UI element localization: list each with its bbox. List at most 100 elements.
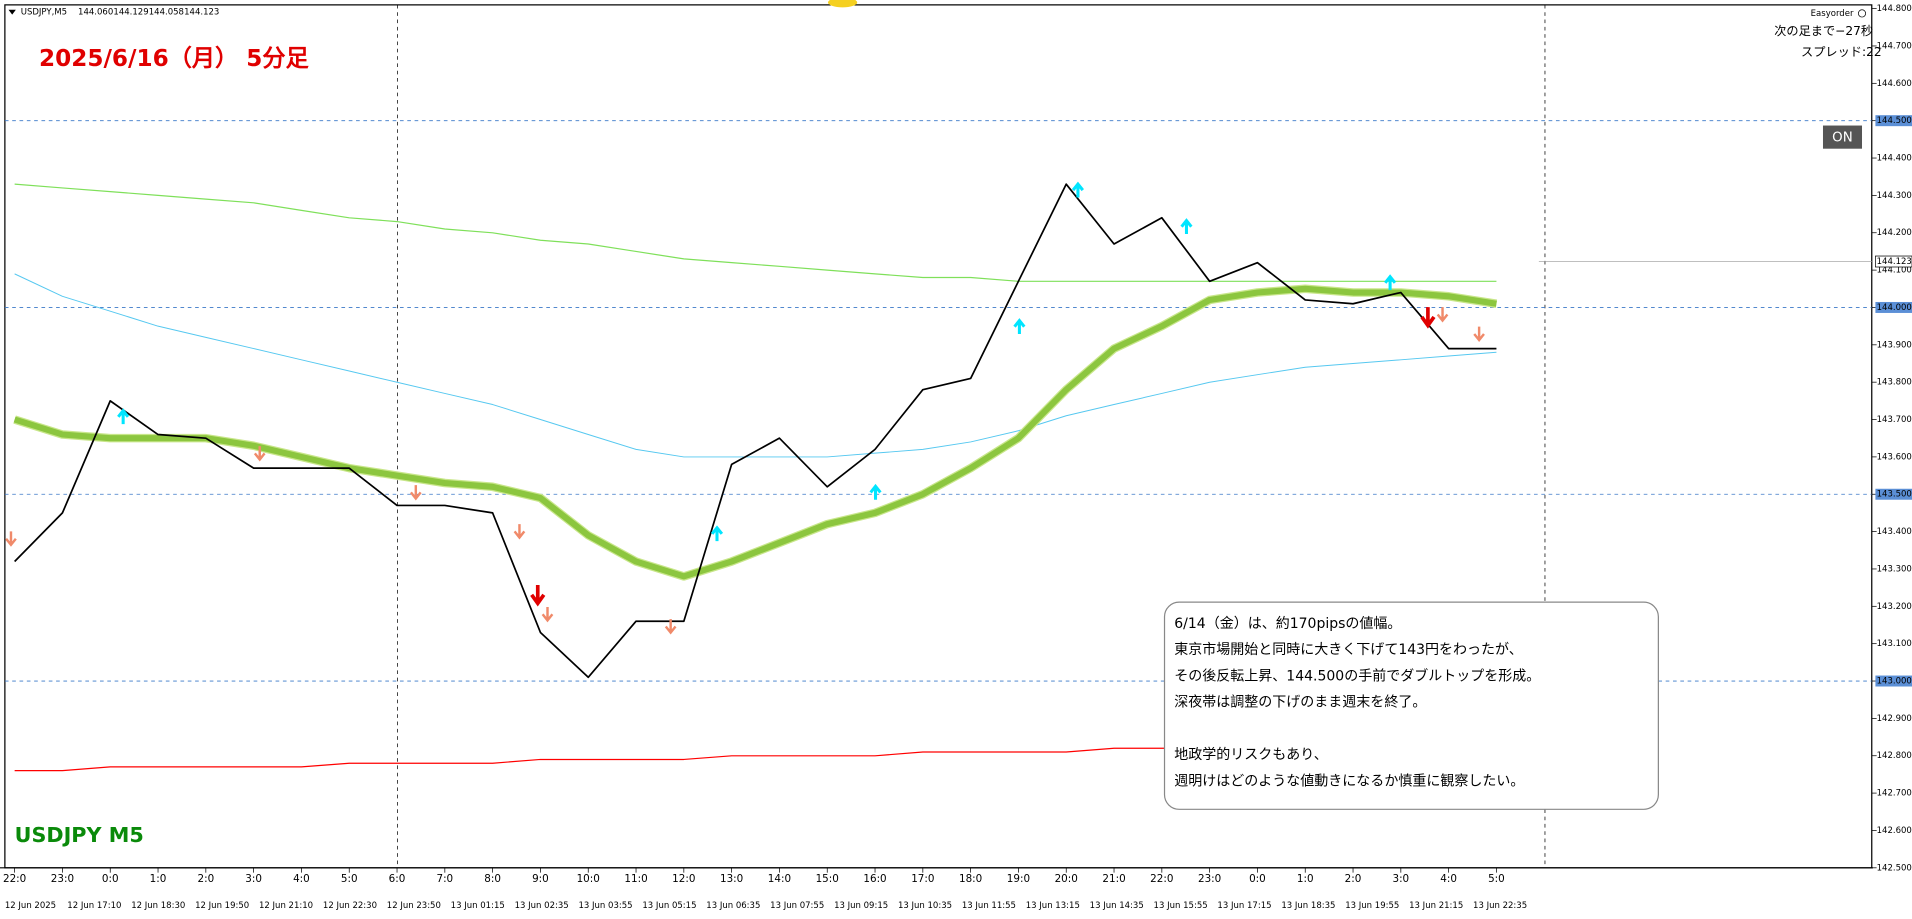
x-tick-label: 16:0 bbox=[863, 873, 886, 885]
x-date-label: 13 Jun 11:55 bbox=[962, 901, 1016, 911]
chart-title: 2025/6/16（月） 5分足 bbox=[39, 45, 310, 72]
x-tick-label: 2:0 bbox=[1345, 873, 1362, 885]
y-tick-highlight bbox=[1875, 115, 1912, 127]
y-tick-label: 143.500 bbox=[1877, 490, 1912, 500]
x-tick-label: 20:0 bbox=[1055, 873, 1078, 885]
y-tick-label: 144.100 bbox=[1877, 266, 1912, 276]
x-tick-label: 4:0 bbox=[293, 873, 310, 885]
buy-arrow bbox=[869, 483, 882, 500]
ohlc-value: 144.058 bbox=[149, 8, 184, 18]
annotation-line: 週明けはどのような値動きになるか慎重に観察したい。 bbox=[1174, 772, 1524, 789]
x-tick-label: 0:0 bbox=[1249, 873, 1266, 885]
x-date-label: 13 Jun 14:35 bbox=[1090, 901, 1144, 911]
x-tick-label: 18:0 bbox=[959, 873, 982, 885]
x-tick-label: 15:0 bbox=[816, 873, 839, 885]
x-tick-label: 4:0 bbox=[1440, 873, 1457, 885]
x-tick-label: 5:0 bbox=[341, 873, 358, 885]
scroll-marker bbox=[827, 0, 858, 8]
x-tick-label: 7:0 bbox=[436, 873, 453, 885]
series-line bbox=[14, 183, 1497, 679]
y-tick-label: 143.000 bbox=[1877, 677, 1912, 687]
x-date-label: 13 Jun 21:15 bbox=[1409, 901, 1463, 911]
y-tick-label: 143.800 bbox=[1877, 378, 1912, 388]
annotation: 6/14（金）は、約170pipsの値幅。東京市場開始と同時に大きく下げて143… bbox=[1174, 616, 1540, 789]
marks bbox=[4, 120, 1873, 772]
on-button-label[interactable]: ON bbox=[1832, 131, 1853, 146]
x-tick-label: 22:0 bbox=[3, 873, 26, 885]
sell-arrow bbox=[1436, 307, 1449, 323]
x-tick-label: 5:0 bbox=[1488, 873, 1505, 885]
x-tick-label: 2:0 bbox=[197, 873, 214, 885]
x-date-label: 13 Jun 03:55 bbox=[578, 901, 632, 911]
menu-arrow[interactable] bbox=[8, 9, 16, 15]
y-tick-label: 143.900 bbox=[1877, 340, 1912, 350]
buy-arrow bbox=[1180, 218, 1193, 235]
x-tick-label: 12:0 bbox=[672, 873, 695, 885]
x-tick-label: 19:0 bbox=[1007, 873, 1030, 885]
annotation-line: 深夜帯は調整の下げのまま週末を終了。 bbox=[1174, 695, 1426, 711]
x-tick-label: 17:0 bbox=[911, 873, 934, 885]
y-tick-label: 142.500 bbox=[1877, 863, 1912, 873]
x-tick-label: 3:0 bbox=[1392, 873, 1409, 885]
x-tick-label: 21:0 bbox=[1102, 873, 1125, 885]
y-tick-label: 143.600 bbox=[1877, 452, 1912, 462]
y-tick-label: 143.700 bbox=[1877, 415, 1912, 425]
buy-arrow bbox=[1013, 318, 1026, 334]
x-date-label: 12 Jun 23:50 bbox=[387, 901, 441, 911]
y-tick-label: 143.300 bbox=[1877, 564, 1912, 574]
y-tick-label: 144.500 bbox=[1877, 116, 1912, 126]
y-tick-label: 144.400 bbox=[1877, 154, 1912, 164]
series-line bbox=[14, 273, 1497, 458]
x-date-label: 12 Jun 21:10 bbox=[259, 901, 313, 911]
buy-arrow bbox=[1071, 181, 1085, 198]
x-date-label: 13 Jun 17:15 bbox=[1217, 901, 1271, 911]
panel-label: Easyorder bbox=[1811, 9, 1854, 19]
x-tick-label: 6:0 bbox=[389, 873, 406, 885]
x-tick-label: 11:0 bbox=[624, 873, 647, 885]
x-date-label: 12 Jun 17:10 bbox=[67, 901, 121, 911]
y-tick-label: 143.400 bbox=[1877, 527, 1912, 537]
x-tick-label: 0:0 bbox=[102, 873, 119, 885]
y-tick-label: 144.200 bbox=[1877, 228, 1912, 238]
x-date-label: 13 Jun 02:35 bbox=[515, 901, 569, 911]
panel-icon[interactable] bbox=[1857, 9, 1867, 18]
y-tick-label: 144.000 bbox=[1877, 303, 1912, 313]
x-tick-label: 23:0 bbox=[1198, 873, 1221, 885]
sell-arrow bbox=[1473, 326, 1485, 343]
x-axis-bg bbox=[0, 869, 1873, 919]
y-tick-label: 144.700 bbox=[1877, 41, 1912, 51]
y-tick-highlight bbox=[1875, 488, 1912, 500]
x-tick-label: 9:0 bbox=[532, 873, 549, 885]
on-button[interactable] bbox=[1822, 125, 1863, 149]
y-tick-label: 143.100 bbox=[1877, 639, 1912, 649]
x-tick-label: 3:0 bbox=[245, 873, 262, 885]
y-tick-label: 142.600 bbox=[1877, 826, 1912, 836]
x-date-label: 13 Jun 07:55 bbox=[770, 901, 824, 911]
symbol: USDJPY,M5 bbox=[21, 8, 67, 18]
current-price-label: 144.123 bbox=[1877, 257, 1912, 267]
x-tick-label: 1:0 bbox=[150, 873, 167, 885]
ohlc-value: 144.123 bbox=[184, 8, 219, 18]
current-price-box bbox=[1875, 255, 1912, 268]
x-tick-label: 23:0 bbox=[51, 873, 74, 885]
sell-arrow-strong bbox=[530, 585, 546, 607]
x-tick-label: 22:0 bbox=[1150, 873, 1173, 885]
annotation-line: 6/14（金）は、約170pipsの値幅。 bbox=[1174, 616, 1401, 632]
buy-arrow bbox=[117, 408, 130, 425]
y-tick-highlight bbox=[1875, 675, 1912, 687]
sell-arrow bbox=[541, 606, 554, 623]
y-tick-label: 142.700 bbox=[1877, 789, 1912, 799]
annotation-line: 地政学的リスクもあり、 bbox=[1174, 747, 1327, 763]
y-tick-label: 142.900 bbox=[1877, 714, 1912, 724]
panel-line: 次の足まで−27秒 bbox=[1774, 24, 1873, 38]
x-axis: 22:0 23:0 0:0 1:0 2:0 3:0 4:0 5:0 6:0 7:0 8:0 9:0 10… bbox=[0, 867, 1873, 919]
x-date-label: 13 Jun 22:35 bbox=[1473, 901, 1527, 911]
x-tick-label: 8:0 bbox=[484, 873, 501, 885]
annotation-box bbox=[1163, 601, 1659, 810]
x-tick-label: 10:0 bbox=[577, 873, 600, 885]
y-tick-label: 144.300 bbox=[1877, 191, 1912, 201]
x-date-label: 12 Jun 2025 bbox=[5, 901, 56, 911]
panel-line: スプレッド:22 bbox=[1801, 45, 1882, 59]
sell-arrow bbox=[513, 524, 526, 540]
